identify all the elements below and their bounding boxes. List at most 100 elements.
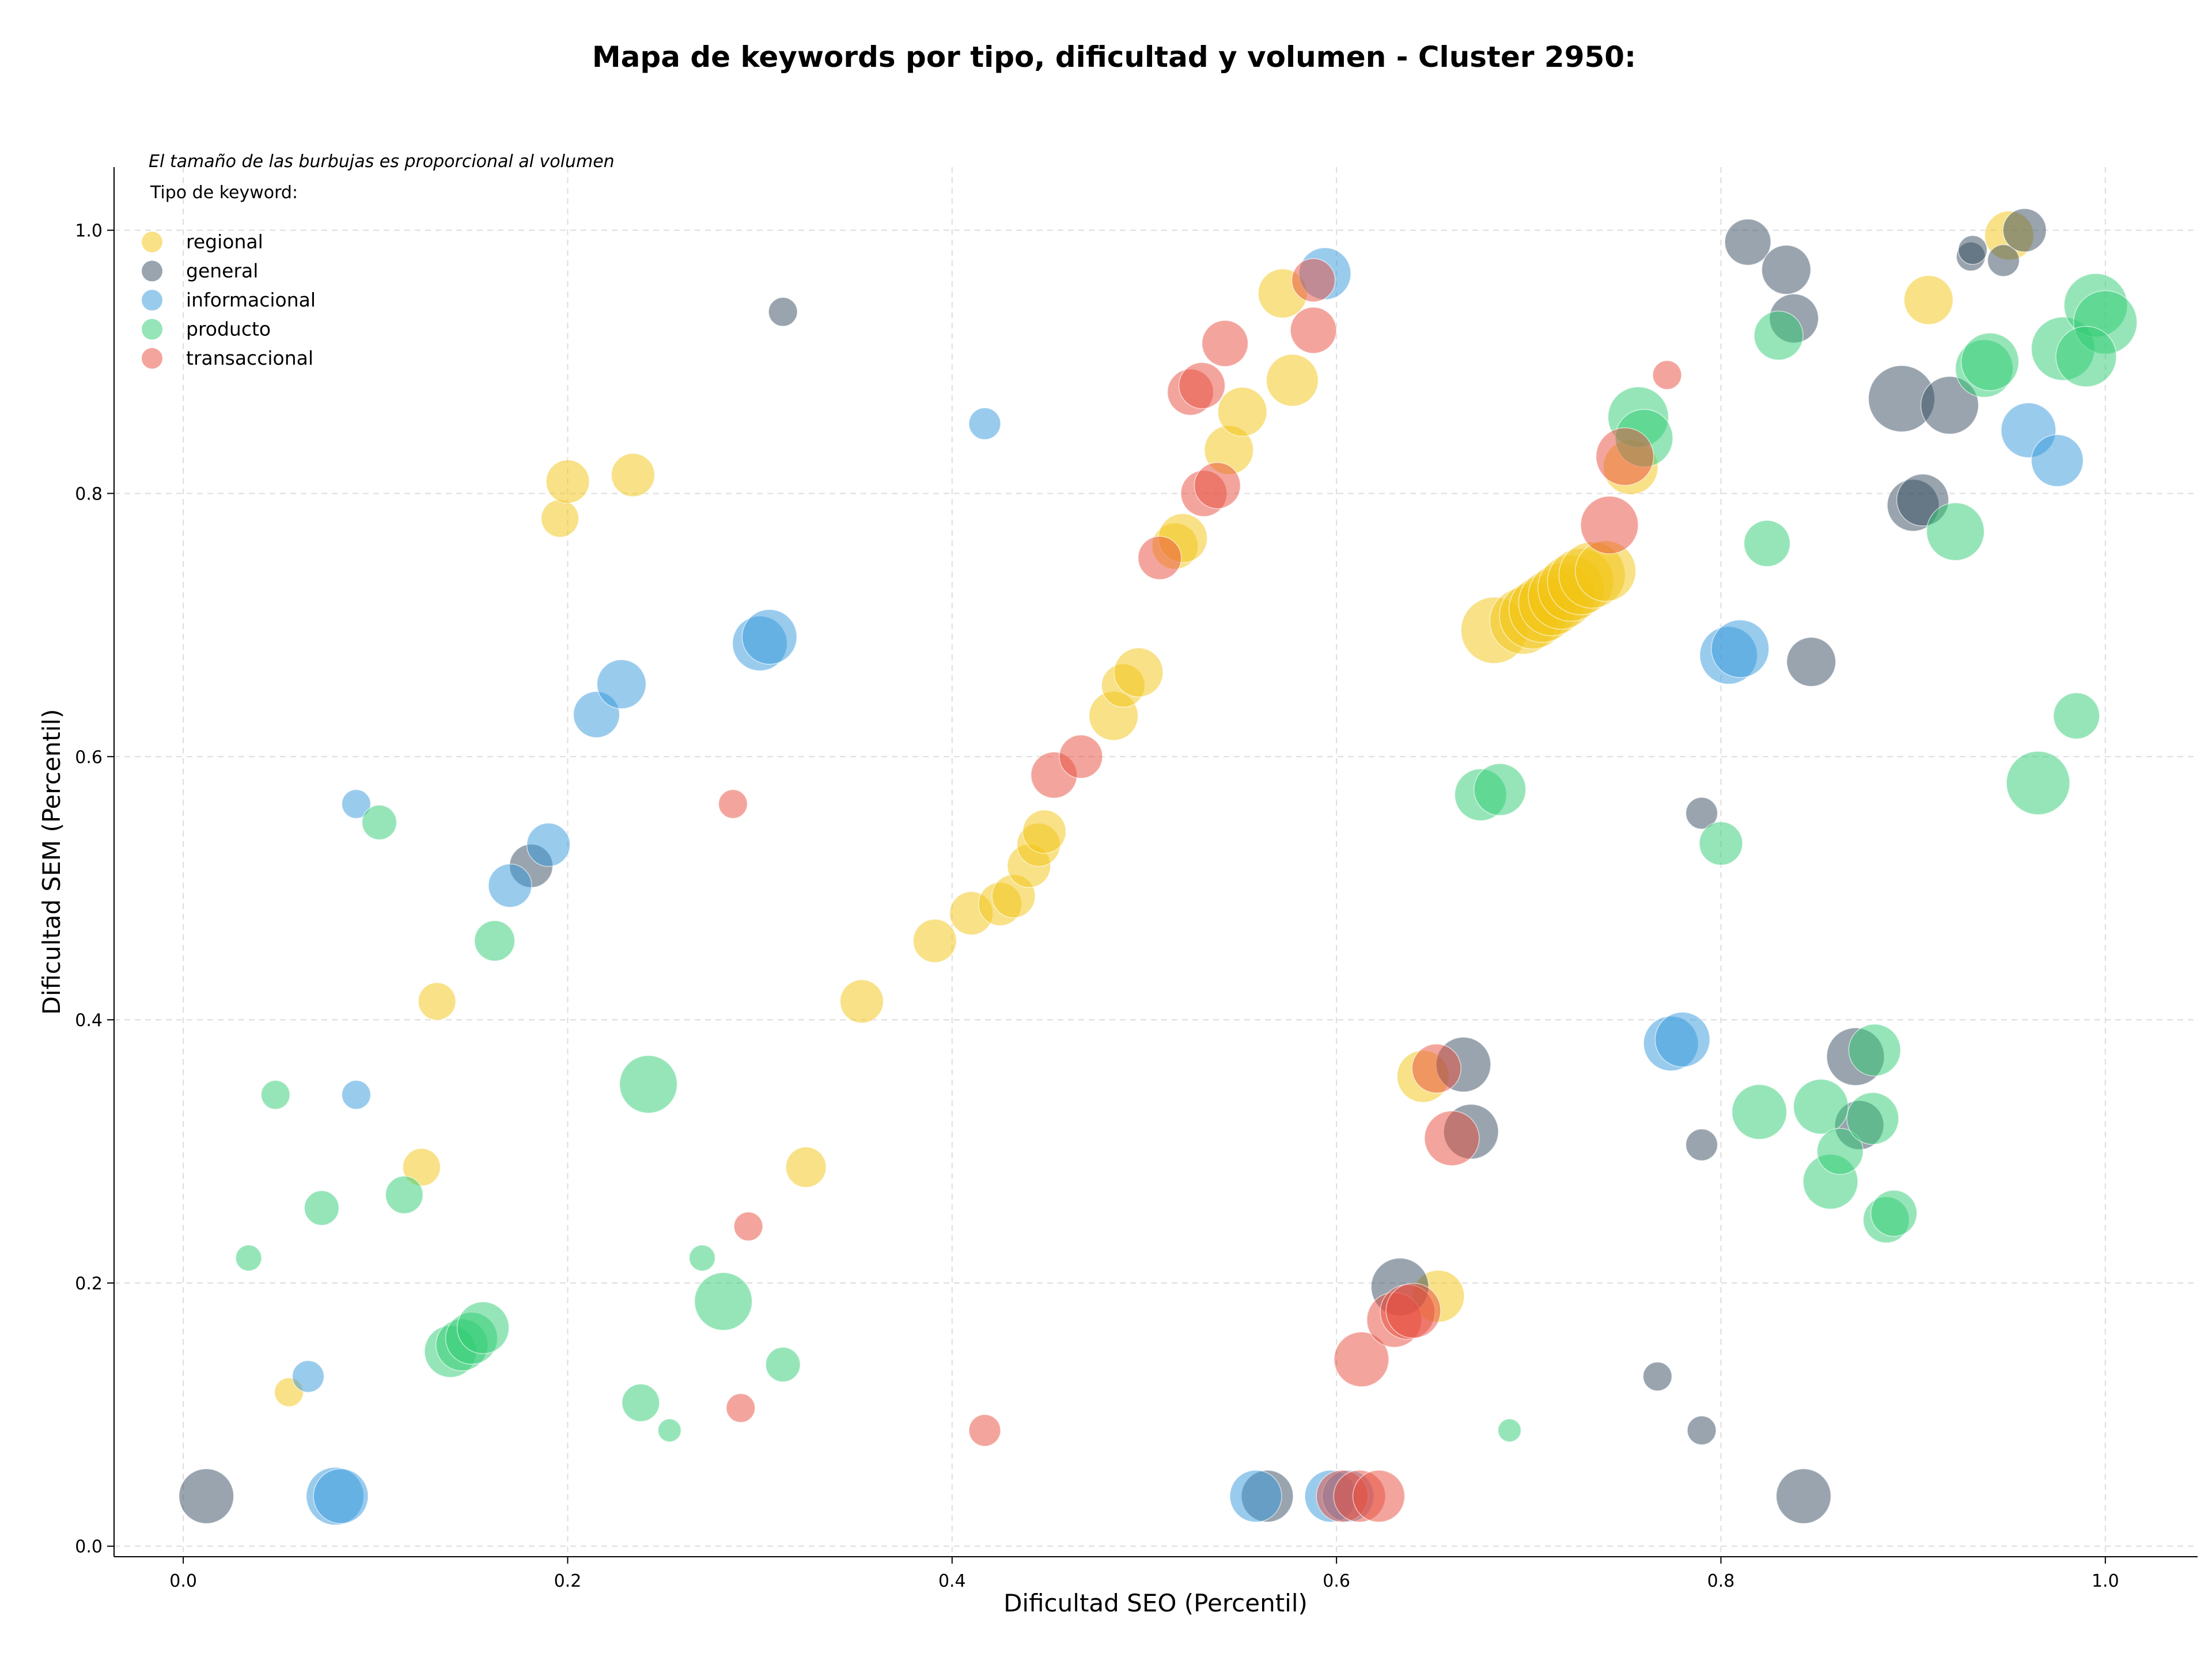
bubble-producto — [304, 1190, 340, 1226]
bubble-general — [1957, 235, 1988, 265]
bubble-regional — [785, 1147, 827, 1188]
bubble-producto — [1743, 520, 1791, 567]
bubble-general — [1786, 637, 1836, 687]
y-axis-label: Dificultad SEM (Percentil) — [37, 709, 66, 1015]
bubble-regional — [540, 499, 579, 538]
bubble-producto — [361, 804, 397, 841]
bubble-informacional — [313, 1468, 369, 1524]
bubble-general — [768, 297, 798, 327]
bubble-transaccional — [1059, 735, 1103, 779]
x-tick-label: 1.0 — [2092, 1571, 2119, 1591]
bubble-informacional — [1229, 1470, 1282, 1523]
bubble-general — [1685, 1128, 1718, 1161]
axes — [113, 167, 2198, 1557]
bubble-regional — [839, 979, 884, 1024]
bubble-regional — [1113, 647, 1164, 698]
bubble-general — [1761, 244, 1812, 295]
legend-label-informacional: informacional — [186, 289, 316, 311]
bubble-producto — [619, 1055, 678, 1114]
bubble-producto — [2006, 751, 2070, 815]
bubble-informacional — [291, 1360, 325, 1393]
bubble-producto — [688, 1244, 716, 1272]
legend-label-regional: regional — [186, 230, 263, 253]
bubble-producto — [2055, 326, 2117, 388]
y-tick-label: 0.8 — [75, 484, 103, 504]
legend-title: Tipo de keyword: — [150, 183, 298, 203]
x-tick-label: 0.8 — [1707, 1571, 1735, 1591]
bubble-producto — [1846, 1092, 1899, 1145]
size-note: El tamaño de las burbujas es proporciona… — [149, 152, 615, 172]
bubble-producto — [1870, 1190, 1918, 1237]
bubble-informacional — [526, 823, 571, 867]
ticks: 0.0 0.2 0.4 0.6 0.8 1.0 0.0 0.2 0.4 0.6 0.8 1.0 — [75, 221, 2119, 1591]
y-tick-label: 0.6 — [75, 747, 103, 767]
bubble-transaccional — [1178, 362, 1226, 409]
bubble-transaccional — [1424, 1110, 1480, 1166]
legend-marker-general — [142, 260, 162, 282]
x-tick-label: 0.0 — [169, 1571, 197, 1591]
bubble-producto — [456, 1301, 510, 1354]
bubble-informacional — [341, 789, 372, 819]
y-tick-label: 0.4 — [75, 1011, 103, 1031]
bubble-regional — [611, 453, 656, 497]
bubble-regional — [1903, 275, 1954, 325]
legend-marker-regional — [142, 232, 162, 252]
bubble-transaccional — [1334, 1331, 1389, 1387]
bubble-producto — [1474, 763, 1527, 816]
bubble-transaccional — [1290, 307, 1337, 354]
y-tick-label: 0.2 — [75, 1274, 103, 1294]
legend-marker-informacional — [142, 290, 162, 311]
bubble-producto — [657, 1418, 682, 1443]
bubble-producto — [385, 1175, 424, 1214]
bubble-informacional — [741, 609, 798, 665]
bubble-transaccional — [1411, 1043, 1461, 1094]
legend-marker-transaccional — [142, 348, 162, 369]
bubble-general — [1987, 244, 2020, 277]
bubble-general — [1775, 1468, 1832, 1524]
bubbles — [178, 208, 2138, 1526]
bubble-transaccional — [1385, 1282, 1441, 1339]
bubble-transaccional — [718, 789, 748, 819]
bubble-transaccional — [726, 1393, 756, 1423]
bubble-informacional — [488, 863, 532, 908]
legend-label-general: general — [186, 260, 258, 282]
bubble-producto — [765, 1346, 801, 1383]
bubble-informacional — [968, 407, 1001, 440]
bubble-producto — [2053, 692, 2100, 740]
bubble-informacional — [341, 1080, 372, 1110]
bubble-producto — [1731, 1084, 1787, 1140]
bubble-transaccional — [968, 1414, 1001, 1447]
bubble-general — [1685, 797, 1718, 830]
bubble-transaccional — [733, 1211, 763, 1242]
chart-title: Mapa de keywords por tipo, dificultad y … — [592, 40, 1636, 74]
bubble-producto — [1497, 1418, 1522, 1443]
bubble-producto — [1960, 332, 2020, 391]
bubble-producto — [1753, 311, 1804, 361]
bubble-informacional — [1711, 619, 1770, 678]
bubble-informacional — [1654, 1012, 1711, 1068]
x-tick-label: 0.4 — [938, 1571, 966, 1591]
bubble-general — [1724, 218, 1771, 266]
bubble-producto — [1699, 821, 1743, 866]
bubble-producto — [474, 920, 516, 962]
x-axis-label: Dificultad SEO (Percentil) — [1003, 1589, 1308, 1617]
bubble-regional — [402, 1148, 441, 1187]
bubble-transaccional — [1194, 462, 1241, 509]
bubble-regional — [1266, 354, 1319, 407]
legend-marker-producto — [142, 319, 162, 340]
bubble-transaccional — [1652, 360, 1682, 390]
bubble-producto — [1926, 502, 1985, 561]
bubble-general — [2002, 208, 2047, 252]
x-tick-label: 0.2 — [554, 1571, 582, 1591]
bubble-general — [1687, 1415, 1717, 1446]
bubble-informacional — [596, 659, 647, 709]
bubble-producto — [235, 1244, 262, 1272]
bubble-regional — [912, 918, 957, 963]
legend-label-producto: producto — [186, 318, 271, 340]
bubble-transaccional — [1137, 536, 1182, 580]
bubble-transaccional — [1201, 320, 1249, 367]
bubble-regional — [546, 459, 590, 504]
x-tick-label: 0.6 — [1323, 1571, 1350, 1591]
bubble-transaccional — [1595, 427, 1654, 486]
bubble-transaccional — [1580, 495, 1639, 555]
